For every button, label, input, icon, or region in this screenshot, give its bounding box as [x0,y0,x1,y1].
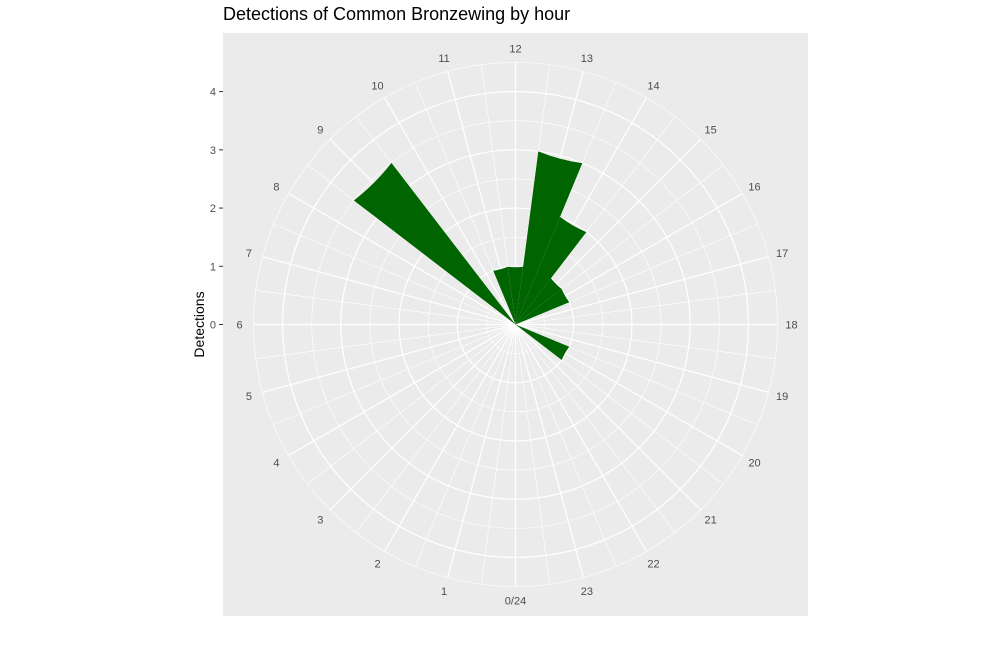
x-tick-label: 1 [441,586,447,598]
major-grid-spoke [329,324,516,511]
minor-grid-spoke [414,82,516,325]
bars [353,151,587,360]
minor-grid-spoke [273,223,516,325]
x-tick-label: 19 [776,391,788,403]
minor-grid-spoke [515,324,550,585]
minor-grid-spoke [414,324,516,567]
minor-grid-spoke [273,324,516,426]
x-tick-label: 17 [776,248,788,260]
y-tick-label: 1 [210,261,216,273]
x-tick-label: 0/24 [505,596,526,608]
bar-hour-9 [353,162,516,325]
y-tick-label: 0 [210,320,216,332]
x-tick-label: 21 [705,515,717,527]
major-grid-spoke [262,323,516,393]
minor-grid-spoke [515,290,776,325]
major-grid-spoke [514,324,648,552]
minor-grid-spoke [255,324,516,359]
y-axis-title: Detections [191,291,207,357]
x-tick-label: 15 [705,124,717,136]
x-tick-label: 11 [438,53,449,65]
x-tick-label: 12 [509,44,521,56]
minor-grid-spoke [307,324,516,485]
bar-hour-20 [515,324,570,360]
y-tick-label: 4 [210,87,216,99]
bar-hour-13 [515,151,583,325]
x-tick-label: 3 [317,515,323,527]
major-grid-spoke [515,324,702,511]
minor-grid-spoke [355,324,516,533]
bar-hour-15 [515,278,562,325]
minor-grid-spoke [515,324,724,485]
major-grid-spoke [447,324,517,578]
minor-grid-spoke [255,290,516,325]
x-tick-label: 9 [317,124,323,136]
x-tick-label: 23 [581,586,593,598]
major-grid-spoke [514,324,584,578]
minor-grid-spoke [481,324,516,585]
x-tick-label: 18 [785,320,797,332]
bar-hour-11 [493,266,516,325]
x-tick-label: 6 [236,320,242,332]
minor-grid-spoke [515,324,776,359]
major-grid-spoke [288,323,516,457]
bar-hour-12 [507,266,524,325]
major-grid-spoke [383,324,517,552]
x-tick-labels: 0/24123456789101112131415161718192021222… [236,44,797,608]
y-axis: 0 1 2 3 4 [210,87,223,332]
x-tick-label: 10 [371,80,383,92]
major-grid-spoke [515,323,769,393]
major-grid-spoke [288,192,516,326]
minor-grid-spoke [515,324,676,533]
x-tick-label: 7 [246,248,252,260]
x-tick-label: 22 [647,559,659,571]
x-tick-label: 5 [246,391,252,403]
grid-lines [253,62,778,587]
x-tick-label: 8 [273,182,279,194]
y-tick-label: 2 [210,203,216,215]
major-grid-spoke [515,256,769,326]
bar-hour-14 [515,216,587,325]
y-tick-label: 3 [210,145,216,157]
major-grid-spoke [262,256,516,326]
chart-title: Detections of Common Bronzewing by hour [223,4,571,24]
minor-grid-spoke [355,116,516,325]
x-tick-label: 20 [748,458,760,470]
x-tick-label: 13 [581,53,593,65]
major-grid-spoke [383,97,517,325]
x-tick-label: 16 [748,182,760,194]
x-tick-label: 14 [647,80,659,92]
minor-grid-spoke [515,324,617,567]
bar-hour-16 [515,289,570,325]
x-tick-label: 4 [273,458,279,470]
x-tick-label: 2 [374,559,380,571]
